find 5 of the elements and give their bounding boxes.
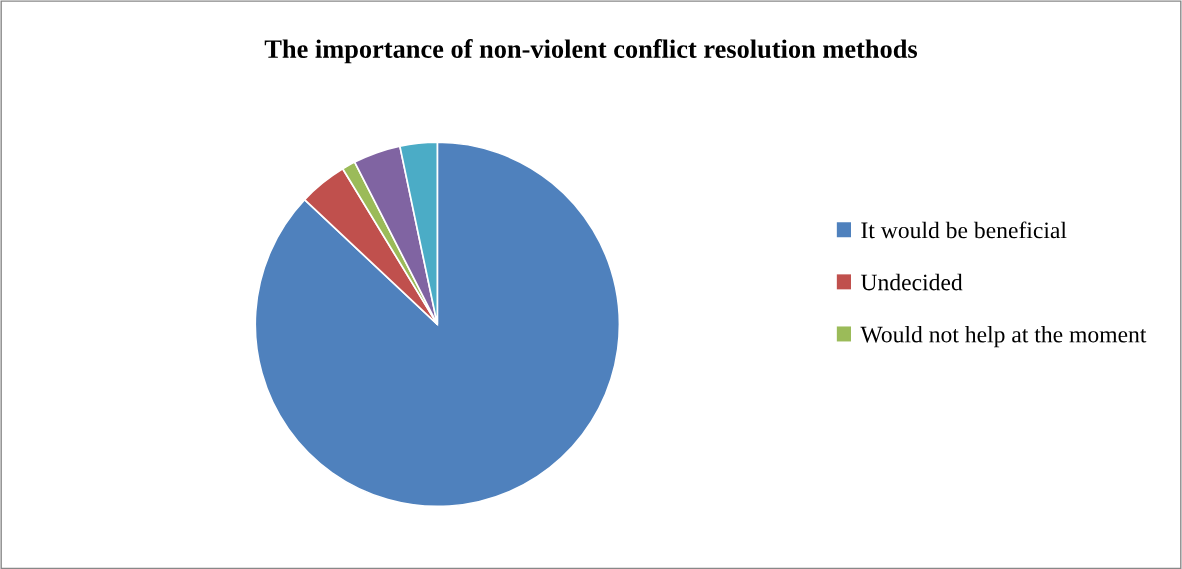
chart-title: The importance of non-violent conflict resolution methods (264, 39, 918, 64)
pie-slice (254, 141, 621, 508)
legend-label: It would be beneficial (861, 221, 1067, 239)
legend-label: Would not help at the moment (860, 325, 1147, 348)
legend-label: Undecided (860, 273, 963, 291)
